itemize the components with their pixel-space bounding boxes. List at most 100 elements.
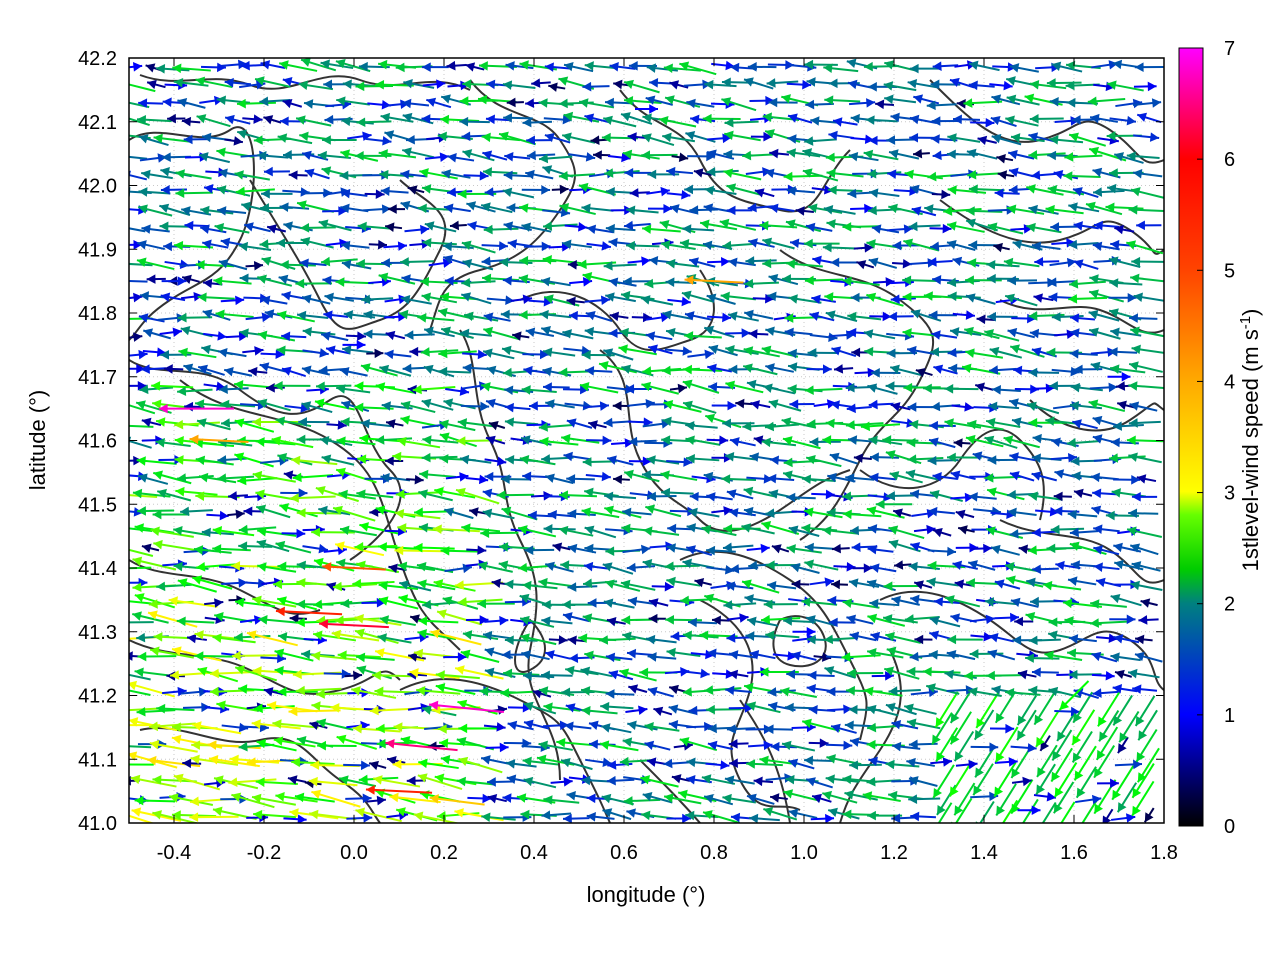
wind-arrow <box>664 346 692 356</box>
wind-arrow <box>725 344 759 356</box>
wind-arrow <box>1063 171 1101 181</box>
wind-arrow <box>345 331 367 341</box>
wind-arrow <box>804 559 839 571</box>
wind-arrow <box>153 133 191 144</box>
wind-arrow <box>906 757 936 768</box>
wind-arrow <box>804 385 843 395</box>
wind-arrow <box>356 665 393 680</box>
wind-arrow <box>623 95 662 106</box>
wind-arrow <box>463 311 499 322</box>
wind-arrow <box>647 344 673 355</box>
wind-arrow <box>989 80 1013 91</box>
wind-arrow <box>419 469 457 480</box>
wind-arrow <box>620 112 653 125</box>
wind-arrow <box>604 505 642 519</box>
wind-arrow <box>256 738 297 752</box>
wind-arrow <box>132 556 177 571</box>
wind-arrow <box>498 131 536 146</box>
wind-arrow <box>224 136 244 146</box>
wind-arrow <box>313 557 355 572</box>
wind-arrow <box>888 525 925 539</box>
wind-arrow <box>1131 780 1155 817</box>
wind-arrow <box>234 665 278 682</box>
wind-arrow <box>394 509 441 520</box>
wind-arrow <box>140 364 167 374</box>
wind-arrow <box>336 384 371 394</box>
wind-arrow <box>566 418 593 429</box>
wind-arrow <box>641 133 675 147</box>
wind-arrow <box>129 155 148 160</box>
wind-arrow <box>967 560 996 571</box>
wind-arrow <box>604 579 641 592</box>
colorbar-tick-label: 4 <box>1224 371 1235 393</box>
wind-arrow <box>540 326 571 338</box>
wind-arrow <box>340 240 370 251</box>
wind-arrow <box>891 595 920 606</box>
wind-arrow <box>379 364 412 377</box>
wind-arrow <box>443 398 476 410</box>
wind-arrow <box>1017 669 1037 680</box>
wind-arrow <box>274 648 314 662</box>
wind-arrow <box>825 310 858 322</box>
wind-arrow <box>283 814 307 823</box>
wind-arrow <box>163 364 184 374</box>
wind-arrow <box>910 309 942 322</box>
wind-arrow <box>263 687 284 697</box>
wind-arrow <box>1050 452 1078 463</box>
wind-arrow <box>445 472 469 482</box>
wind-arrow <box>928 310 957 320</box>
wind-arrow <box>1035 763 1056 795</box>
wind-arrow <box>343 760 370 771</box>
wind-arrow <box>727 311 759 322</box>
wind-arrow <box>869 563 897 573</box>
colorbar-tick-label: 2 <box>1224 594 1235 616</box>
wind-arrow <box>486 295 515 305</box>
wind-arrow <box>342 340 366 350</box>
wind-arrow <box>931 712 953 746</box>
wind-arrow <box>685 130 716 143</box>
wind-arrow <box>341 259 372 270</box>
wind-arrow <box>326 420 347 430</box>
wind-arrow <box>389 792 441 804</box>
wind-arrow <box>984 435 1018 449</box>
wind-arrow <box>931 330 958 340</box>
wind-arrow <box>788 758 815 770</box>
wind-arrow <box>929 616 961 628</box>
wind-arrow <box>986 487 1025 501</box>
x-tick-label: 0.2 <box>430 842 458 864</box>
wind-arrow <box>432 524 480 534</box>
wind-arrow <box>865 115 898 125</box>
x-tick-label: 1.6 <box>1060 842 1088 864</box>
wind-arrow <box>477 598 515 609</box>
wind-arrow <box>1031 471 1057 482</box>
x-axis-label: longitude (°) <box>587 882 706 907</box>
wind-arrow <box>803 507 843 519</box>
wind-arrow <box>811 489 835 500</box>
wind-arrow <box>1134 62 1164 72</box>
wind-arrow <box>484 456 507 467</box>
wind-arrow <box>400 257 434 267</box>
wind-arrow <box>288 170 308 180</box>
wind-arrow <box>282 187 310 197</box>
wind-arrow <box>767 473 795 484</box>
wind-arrow <box>532 689 552 699</box>
wind-arrow <box>129 262 153 267</box>
wind-arrow <box>439 419 476 432</box>
wind-arrow <box>725 380 764 394</box>
wind-arrow <box>1071 709 1096 746</box>
wind-arrow <box>1053 781 1075 814</box>
wind-arrow <box>786 259 823 269</box>
wind-arrow <box>234 452 274 468</box>
wind-arrow <box>321 454 355 466</box>
wind-arrow <box>682 224 715 234</box>
wind-arrow <box>682 379 720 394</box>
wind-arrow <box>141 169 173 180</box>
wind-arrow <box>869 452 900 462</box>
wind-arrow <box>238 241 272 252</box>
wind-arrow <box>156 581 192 592</box>
wind-arrow <box>768 97 798 108</box>
wind-arrow <box>707 363 733 374</box>
wind-arrow <box>892 508 912 518</box>
wind-arrow <box>929 489 963 502</box>
wind-arrow <box>387 204 406 214</box>
